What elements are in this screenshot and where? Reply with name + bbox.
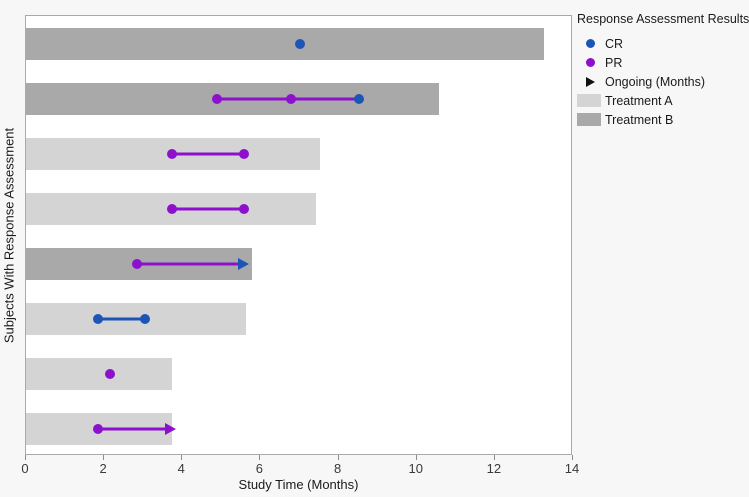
- legend-dot-icon: [585, 39, 595, 48]
- pr-marker[interactable]: [166, 203, 177, 214]
- legend-title: Response Assessment Results: [577, 12, 749, 26]
- legend-item-treatment-a[interactable]: Treatment A: [577, 91, 747, 110]
- y-axis-title: Subjects With Response Assessment: [1, 127, 17, 344]
- plot-area: [25, 15, 572, 455]
- pr-marker[interactable]: [104, 368, 115, 379]
- response-connector: [98, 427, 167, 430]
- x-tick-label: 12: [486, 461, 502, 476]
- subject-lane: [26, 346, 571, 401]
- cr-marker[interactable]: [139, 313, 150, 324]
- legend-ongoing-triangle-icon: [585, 76, 595, 87]
- cr-marker[interactable]: [353, 93, 364, 104]
- x-tick-label: 6: [255, 461, 264, 476]
- pr-marker[interactable]: [166, 148, 177, 159]
- x-tick: [103, 455, 105, 460]
- x-tick: [337, 455, 339, 460]
- legend-item-cr[interactable]: CR: [577, 34, 747, 53]
- response-connector: [171, 152, 244, 155]
- x-tick-label: 0: [21, 461, 29, 476]
- x-tick: [259, 455, 261, 460]
- subject-lane: [26, 126, 571, 181]
- legend-item-label: Treatment B: [605, 112, 674, 127]
- subject-lane: [26, 401, 571, 456]
- cr-marker[interactable]: [93, 313, 104, 324]
- treatment-b-bar[interactable]: [26, 27, 544, 60]
- legend-swatch-icon: [577, 113, 601, 126]
- x-tick-label: 10: [408, 461, 423, 476]
- x-tick: [415, 455, 417, 460]
- x-tick: [572, 455, 573, 460]
- x-tick-label: 4: [177, 461, 185, 476]
- subject-lane: [26, 71, 571, 126]
- x-tick-label: 2: [99, 461, 107, 476]
- x-tick: [181, 455, 183, 460]
- legend-item-treatment-b[interactable]: Treatment B: [577, 110, 747, 129]
- x-tick: [25, 455, 26, 460]
- response-connector: [136, 262, 239, 265]
- legend-items: CR PR Ongoing (Months) Treatment A Treatment…: [577, 34, 747, 129]
- pr-marker[interactable]: [239, 203, 249, 214]
- x-tick-label: 8: [333, 461, 342, 476]
- x-tick-label: 14: [564, 461, 580, 476]
- treatment-a-bar[interactable]: [26, 357, 172, 390]
- legend-item-pr[interactable]: PR: [577, 53, 747, 72]
- cr-marker[interactable]: [295, 38, 306, 49]
- response-connector: [171, 207, 244, 210]
- pr-marker[interactable]: [211, 93, 222, 104]
- legend-item-ongoing-months[interactable]: Ongoing (Months): [577, 72, 747, 91]
- x-axis-title: Study Time (Months): [238, 477, 359, 492]
- subject-lane: [26, 291, 571, 346]
- ongoing-arrow-icon: [164, 422, 176, 435]
- legend-item-label: PR: [605, 55, 623, 70]
- subject-lane: [26, 16, 571, 71]
- x-tick: [493, 455, 495, 460]
- pr-marker[interactable]: [285, 93, 296, 104]
- legend-swatch-icon: [577, 94, 601, 107]
- response-connector: [98, 317, 145, 320]
- ongoing-arrow-icon: [237, 257, 249, 270]
- pr-marker[interactable]: [131, 258, 142, 269]
- legend: Response Assessment Results CR PR Ongoing …: [577, 12, 749, 129]
- pr-marker[interactable]: [93, 423, 104, 434]
- legend-item-label: Ongoing (Months): [605, 74, 706, 89]
- legend-item-label: CR: [605, 36, 624, 51]
- legend-dot-icon: [585, 58, 595, 67]
- x-axis: 0 2 4 6 8 10 12 14: [21, 455, 579, 481]
- pr-marker[interactable]: [239, 148, 249, 159]
- subject-lane: [26, 181, 571, 236]
- legend-item-label: Treatment A: [605, 93, 673, 108]
- subject-lane: [26, 236, 571, 291]
